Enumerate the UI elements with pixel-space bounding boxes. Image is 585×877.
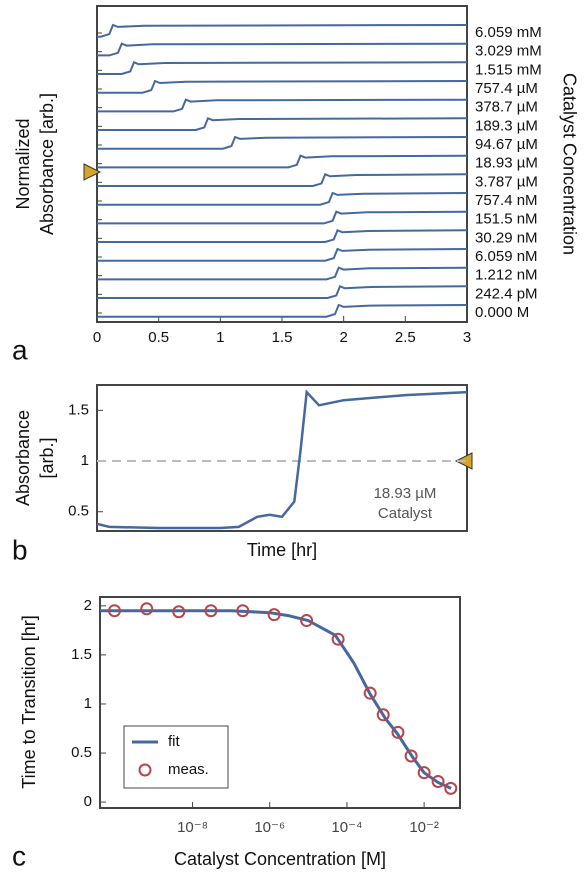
line [97, 266, 468, 281]
marker [236, 604, 250, 618]
y-label: Absorbance [arb.] [37, 93, 57, 235]
line [97, 247, 468, 262]
x-label: Time [hr] [247, 540, 317, 560]
marker [267, 608, 281, 622]
marker-triangle [83, 163, 102, 181]
line [97, 228, 468, 243]
x-tick-label: 0.5 [148, 329, 169, 346]
legend-swatch [138, 763, 152, 777]
legend-label: fit [168, 733, 181, 750]
x-tick-label: 10⁻⁴ [331, 819, 362, 836]
y-tick-label: 0.5 [71, 744, 92, 761]
x-tick-label: 2 [339, 329, 347, 346]
line [97, 79, 468, 94]
line [97, 191, 468, 206]
panel-label: c [12, 840, 26, 871]
line [97, 172, 468, 187]
line [97, 135, 468, 150]
marker [376, 708, 390, 722]
line [97, 98, 468, 113]
marker [431, 775, 445, 789]
series-label: 757.4 nM [475, 192, 538, 209]
x-tick-label: 0 [93, 329, 101, 346]
y-tick-label: 1 [81, 452, 89, 469]
x-tick-label: 10⁻² [409, 819, 439, 836]
marker [331, 632, 345, 646]
marker [107, 604, 121, 618]
x-tick-label: 10⁻⁶ [254, 819, 285, 836]
y-tick-label: 0 [84, 793, 92, 810]
series-label: 151.5 nM [475, 211, 538, 228]
series-label: 189.3 µM [475, 117, 538, 134]
x-tick-label: 1 [216, 329, 224, 346]
line [97, 116, 468, 131]
y-tick-label: 0.5 [68, 503, 89, 520]
y-tick-label: 1.5 [71, 646, 92, 663]
x-tick-label: 10⁻⁸ [177, 819, 208, 836]
series-label: 1.212 nM [475, 267, 538, 284]
marker [204, 604, 218, 618]
axes-box [99, 596, 461, 809]
y-tick-label: 1 [84, 695, 92, 712]
x-tick-label: 2.5 [395, 329, 416, 346]
y-tick-label: 1.5 [68, 401, 89, 418]
series-label: 94.67 µM [475, 136, 538, 153]
y-tick-label: 2 [84, 597, 92, 614]
marker [172, 605, 186, 619]
axes-box [96, 5, 468, 323]
series-label: 378.7 µM [475, 99, 538, 116]
series-label: 242.4 pM [475, 285, 538, 302]
marker [363, 686, 377, 700]
series-label: 30.29 nM [475, 229, 538, 246]
marker [404, 749, 418, 763]
annotation: 18.93 µM [374, 485, 437, 502]
marker [391, 725, 405, 739]
legend-box [123, 725, 229, 789]
panel-label: b [12, 534, 28, 565]
series-label: 3.787 µM [475, 173, 538, 190]
line [97, 60, 468, 75]
line [97, 284, 468, 299]
legend-label: meas. [168, 761, 209, 778]
y-label: Absorbance [13, 410, 33, 506]
marker [417, 766, 431, 780]
series-label: 6.059 mM [475, 24, 542, 41]
marker [444, 781, 458, 795]
x-tick-label: 3 [463, 329, 471, 346]
y2-label: Catalyst Concentration [559, 73, 579, 255]
y-label: [arb.] [37, 437, 57, 478]
series-label: 18.93 µM [475, 155, 538, 172]
x-label: Catalyst Concentration [M] [174, 849, 386, 869]
line [97, 42, 468, 57]
series-label: 3.029 mM [475, 43, 542, 60]
line [97, 23, 468, 38]
marker [300, 614, 314, 628]
line [97, 154, 468, 169]
series-label: 757.4 µM [475, 80, 538, 97]
series-label: 6.059 nM [475, 248, 538, 265]
series-label: 0.000 M [475, 304, 529, 321]
y-label: Normalized [13, 118, 33, 209]
panel-label: a [12, 334, 28, 365]
line [97, 303, 468, 318]
marker [140, 602, 154, 616]
line [97, 210, 468, 225]
series-label: 1.515 mM [475, 61, 542, 78]
x-tick-label: 1.5 [272, 329, 293, 346]
y-label: Time to Transition [hr] [19, 615, 39, 788]
line [96, 389, 468, 530]
annotation: Catalyst [378, 505, 433, 522]
